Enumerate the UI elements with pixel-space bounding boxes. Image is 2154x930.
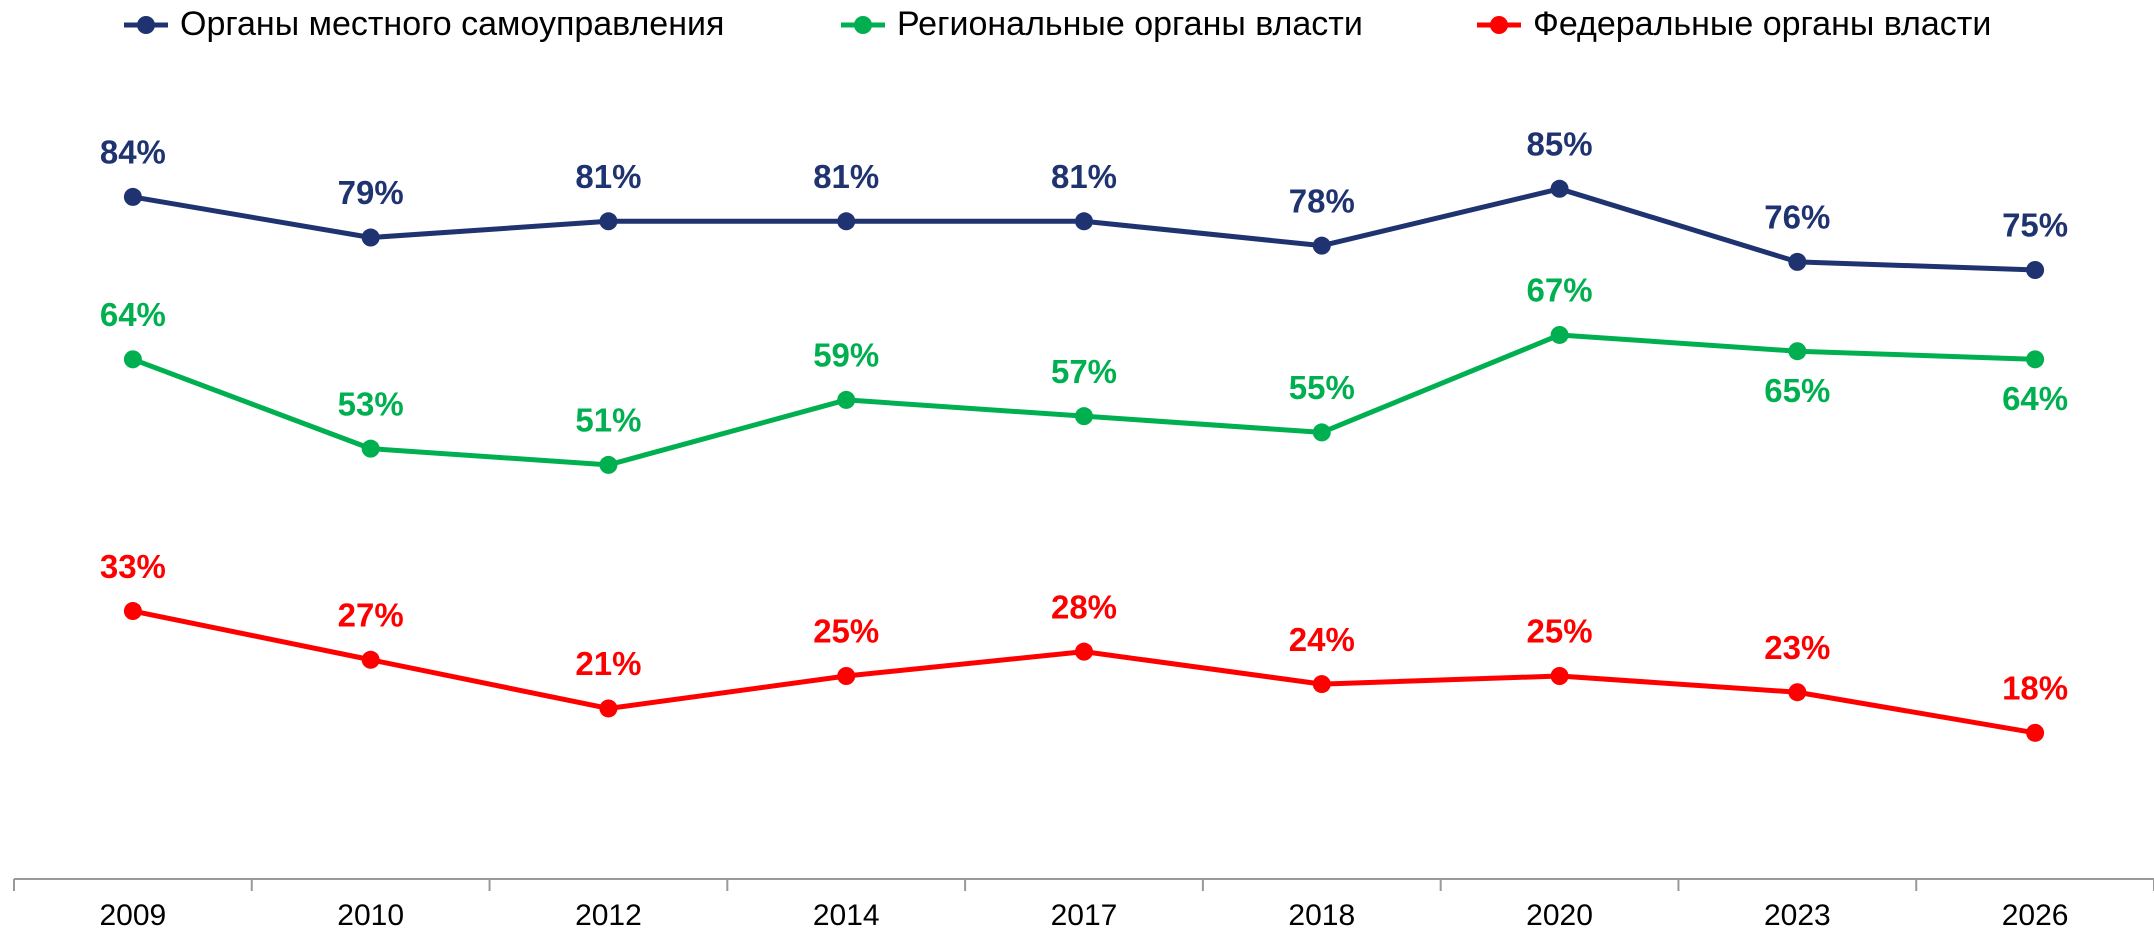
data-label: 65% — [1764, 372, 1830, 409]
x-tick-label: 2017 — [1051, 899, 1118, 930]
data-point — [2026, 350, 2045, 369]
data-label: 51% — [575, 402, 641, 439]
data-point — [1075, 642, 1093, 661]
data-label: 75% — [2002, 207, 2068, 244]
data-point — [1788, 252, 1807, 271]
data-label: 81% — [575, 158, 641, 195]
data-point — [1075, 212, 1093, 231]
x-tick-label: 2014 — [813, 899, 880, 930]
data-label: 24% — [1289, 621, 1355, 658]
data-point — [1312, 675, 1331, 694]
data-point — [1312, 423, 1331, 442]
legend-label: Федеральные органы власти — [1533, 5, 1991, 43]
data-label: 64% — [2002, 380, 2068, 417]
data-point — [1550, 667, 1569, 685]
series-line — [132, 608, 2036, 736]
data-point — [2026, 261, 2045, 279]
data-point — [599, 699, 618, 718]
data-label: 78% — [1289, 182, 1355, 219]
data-label: 53% — [338, 385, 404, 422]
data-point — [1550, 179, 1569, 198]
x-tick-label: 2023 — [1764, 899, 1831, 930]
x-tick-label: 2009 — [100, 899, 167, 930]
data-label: 85% — [1527, 126, 1593, 163]
data-label: 23% — [1764, 629, 1830, 666]
data-label: 79% — [338, 174, 404, 211]
legend-label: Региональные органы власти — [897, 5, 1363, 43]
data-point — [361, 650, 380, 669]
data-label: 18% — [2002, 670, 2068, 707]
x-tick-label: 2026 — [2002, 899, 2069, 930]
data-point — [837, 667, 856, 685]
data-label: 25% — [813, 613, 879, 650]
data-point — [1788, 683, 1807, 702]
data-label: 67% — [1527, 272, 1593, 309]
legend-marker — [1490, 16, 1508, 34]
data-point — [1312, 236, 1331, 255]
x-tick-label: 2012 — [575, 899, 642, 930]
data-label: 21% — [575, 645, 641, 682]
x-tick-label: 2010 — [337, 899, 404, 930]
legend-label: Органы местного самоуправления — [180, 5, 724, 43]
data-point — [123, 350, 142, 369]
data-label: 28% — [1051, 588, 1117, 625]
legend-marker — [854, 16, 872, 34]
data-label: 76% — [1764, 199, 1830, 236]
data-label: 81% — [1051, 158, 1117, 195]
data-label: 55% — [1289, 369, 1355, 406]
data-point — [361, 439, 380, 458]
data-label: 84% — [100, 134, 166, 171]
data-label: 64% — [100, 296, 166, 333]
data-label: 57% — [1051, 353, 1117, 390]
data-point — [1550, 325, 1569, 344]
x-tick-label: 2020 — [1526, 899, 1593, 930]
data-point — [1788, 342, 1807, 361]
data-label: 33% — [100, 548, 166, 585]
data-point — [2026, 723, 2045, 742]
data-point — [599, 455, 618, 474]
data-label: 25% — [1527, 613, 1593, 650]
legend-marker — [137, 16, 155, 34]
data-point — [599, 212, 618, 231]
data-point — [361, 228, 380, 247]
data-point — [1075, 407, 1093, 426]
data-point — [837, 212, 856, 231]
data-point — [123, 187, 142, 206]
data-label: 59% — [813, 337, 879, 374]
data-point — [123, 602, 142, 621]
data-point — [837, 390, 856, 409]
x-tick-label: 2018 — [1288, 899, 1355, 930]
data-label: 27% — [338, 596, 404, 633]
data-label: 81% — [813, 158, 879, 195]
